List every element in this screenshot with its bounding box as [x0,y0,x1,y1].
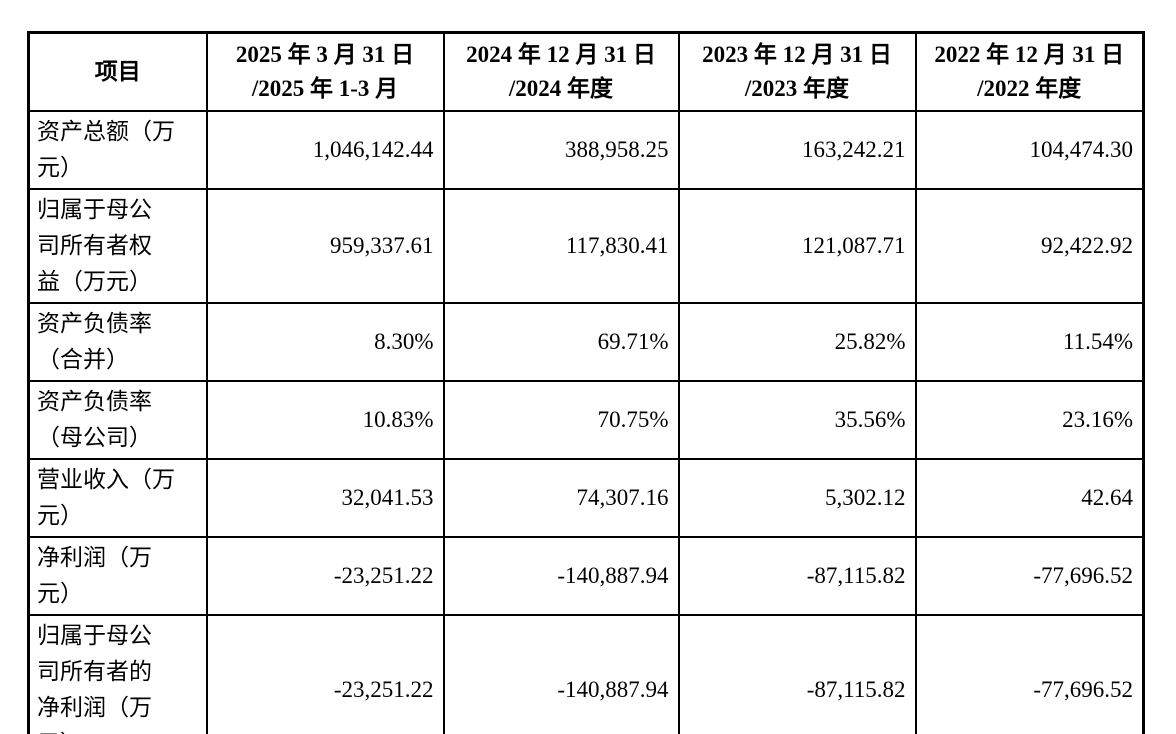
financial-summary-table: 项目 2025 年 3 月 31 日 /2025 年 1-3 月 2024 年 … [27,31,1145,734]
cell-value: 117,830.41 [442,187,680,304]
cell-value: 10.83% [205,379,445,460]
row-label: 资产负债率 （母公司） [27,379,208,460]
cell-value: -23,251.22 [205,613,445,734]
cell-value: 92,422.92 [914,187,1145,304]
cell-value: 69.71% [442,301,680,382]
header-cell-period-2022: 2022 年 12 月 31 日 /2022 年度 [914,31,1145,112]
cell-value: -140,887.94 [442,535,680,616]
row-label: 资产负债率 （合并） [27,301,208,382]
header-cell-period-2023: 2023 年 12 月 31 日 /2023 年度 [677,31,917,112]
cell-value: 388,958.25 [442,109,680,190]
cell-value: -140,887.94 [442,613,680,734]
header-cell-period-2025: 2025 年 3 月 31 日 /2025 年 1-3 月 [205,31,445,112]
cell-value: 163,242.21 [677,109,917,190]
cell-value: 70.75% [442,379,680,460]
cell-value: -23,251.22 [205,535,445,616]
cell-value: 42.64 [914,457,1145,538]
table-header-row: 项目 2025 年 3 月 31 日 /2025 年 1-3 月 2024 年 … [27,31,1145,112]
cell-value: 32,041.53 [205,457,445,538]
cell-value: -77,696.52 [914,613,1145,734]
cell-value: -87,115.82 [677,535,917,616]
table-row-parent-net-profit: 归属于母公 司所有者的 净利润（万 元） -23,251.22 -140,887… [27,613,1145,734]
row-label: 净利润（万 元） [27,535,208,616]
cell-value: 11.54% [914,301,1145,382]
table-row-net-profit: 净利润（万 元） -23,251.22 -140,887.94 -87,115.… [27,535,1145,616]
cell-value: 25.82% [677,301,917,382]
table-row-debt-ratio-consolidated: 资产负债率 （合并） 8.30% 69.71% 25.82% 11.54% [27,301,1145,382]
row-label: 营业收入（万 元） [27,457,208,538]
cell-value: 35.56% [677,379,917,460]
cell-value: 74,307.16 [442,457,680,538]
row-label: 资产总额（万 元） [27,109,208,190]
cell-value: 8.30% [205,301,445,382]
header-cell-period-2024: 2024 年 12 月 31 日 /2024 年度 [442,31,680,112]
table-row-parent-equity: 归属于母公 司所有者权 益（万元） 959,337.61 117,830.41 … [27,187,1145,304]
cell-value: 104,474.30 [914,109,1145,190]
table-row-operating-revenue: 营业收入（万 元） 32,041.53 74,307.16 5,302.12 4… [27,457,1145,538]
row-label: 归属于母公 司所有者的 净利润（万 元） [27,613,208,734]
cell-value: 959,337.61 [205,187,445,304]
table-row-debt-ratio-parent: 资产负债率 （母公司） 10.83% 70.75% 35.56% 23.16% [27,379,1145,460]
table-row-total-assets: 资产总额（万 元） 1,046,142.44 388,958.25 163,24… [27,109,1145,190]
cell-value: -87,115.82 [677,613,917,734]
cell-value: 23.16% [914,379,1145,460]
cell-value: -77,696.52 [914,535,1145,616]
header-cell-item: 项目 [27,31,208,112]
row-label: 归属于母公 司所有者权 益（万元） [27,187,208,304]
cell-value: 1,046,142.44 [205,109,445,190]
cell-value: 121,087.71 [677,187,917,304]
cell-value: 5,302.12 [677,457,917,538]
